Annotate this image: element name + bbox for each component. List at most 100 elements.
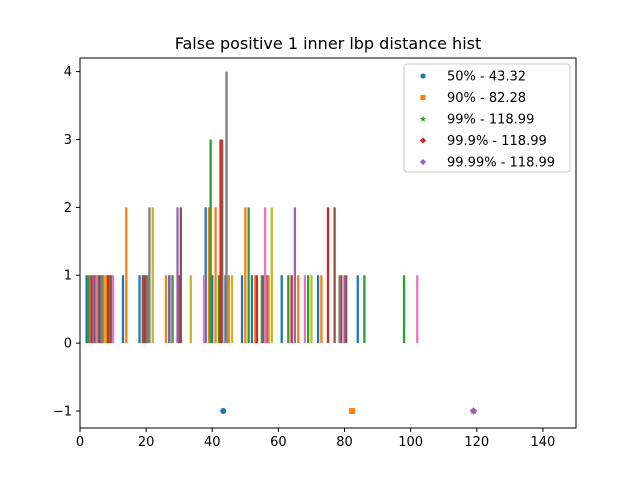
x-tick-label: 40 bbox=[204, 435, 221, 450]
threshold-marker bbox=[349, 408, 356, 415]
histogram-bar bbox=[267, 275, 270, 344]
histogram-bar bbox=[97, 275, 100, 344]
histogram-bar bbox=[141, 275, 144, 344]
y-tick-label: 0 bbox=[64, 337, 72, 352]
x-tick-label: 20 bbox=[138, 435, 155, 450]
histogram-bar bbox=[105, 275, 108, 344]
legend-marker bbox=[420, 94, 426, 101]
histogram-bar bbox=[144, 275, 148, 344]
axes-frame bbox=[79, 57, 577, 429]
legend-label: 99% - 118.99 bbox=[447, 113, 534, 128]
histogram-bar bbox=[244, 207, 247, 344]
histogram-bar bbox=[110, 275, 113, 344]
histogram-bar bbox=[179, 207, 183, 344]
threshold-marker bbox=[469, 407, 478, 415]
histogram-bar bbox=[297, 275, 300, 344]
y-tick-label: 4 bbox=[64, 65, 72, 80]
histogram-bar bbox=[280, 275, 283, 344]
histogram-bar bbox=[138, 275, 141, 344]
histogram-bar bbox=[209, 139, 212, 344]
histogram-bar bbox=[264, 207, 267, 344]
histogram-bar bbox=[217, 275, 221, 344]
histogram-bar bbox=[148, 207, 151, 344]
histogram-bar bbox=[106, 275, 110, 344]
y-tick-label: 3 bbox=[64, 133, 72, 148]
histogram-bar bbox=[88, 275, 92, 344]
histogram-bar bbox=[221, 139, 224, 344]
histogram-bar bbox=[270, 207, 273, 344]
histogram-bar bbox=[92, 275, 95, 344]
histogram-bar bbox=[340, 275, 343, 344]
histogram-bar bbox=[151, 207, 154, 344]
histogram-bar bbox=[87, 275, 90, 344]
legend-marker bbox=[419, 115, 427, 122]
histogram-bar bbox=[171, 275, 174, 344]
histogram-bar bbox=[320, 275, 323, 344]
histogram-bar bbox=[255, 275, 259, 344]
legend-label: 50% - 43.32 bbox=[447, 70, 526, 85]
histogram-bar bbox=[343, 275, 346, 344]
histogram-bar bbox=[93, 275, 97, 344]
histogram-bar bbox=[287, 275, 290, 344]
histogram-bar bbox=[416, 275, 419, 344]
histogram-bar bbox=[169, 275, 173, 344]
histogram-bar bbox=[265, 275, 268, 344]
histogram-bar bbox=[90, 275, 93, 344]
plot-area: 0 20 40 60 80 100 120 140 −1 0 1 2 3 4 bbox=[53, 57, 577, 450]
histogram-bar bbox=[111, 275, 115, 344]
legend-label: 99.99% - 118.99 bbox=[447, 156, 555, 171]
y-tick-label: 2 bbox=[64, 201, 72, 216]
histogram-bar bbox=[363, 275, 366, 344]
legend-label: 99.9% - 118.99 bbox=[447, 134, 547, 149]
x-tick-label: 60 bbox=[270, 435, 287, 450]
histogram-bar bbox=[108, 275, 111, 344]
histogram-bar bbox=[204, 207, 207, 344]
histogram-bar bbox=[247, 207, 250, 344]
histogram-bar bbox=[402, 275, 406, 344]
histogram-bar bbox=[310, 275, 313, 344]
histogram-bar bbox=[326, 207, 330, 344]
legend-marker bbox=[419, 158, 427, 166]
x-tick-label: 120 bbox=[464, 435, 489, 450]
histogram-bar bbox=[168, 275, 171, 344]
histogram-bar bbox=[338, 275, 341, 344]
histogram-bar bbox=[207, 207, 211, 344]
histogram-bar bbox=[214, 207, 217, 344]
histogram-bar bbox=[303, 275, 307, 344]
histogram-bar bbox=[290, 275, 293, 344]
legend-box bbox=[403, 63, 571, 173]
histogram-bar bbox=[143, 275, 146, 344]
legend-marker bbox=[419, 137, 427, 144]
histogram-bar bbox=[260, 275, 264, 344]
histogram-bar bbox=[121, 275, 125, 344]
histogram-bar bbox=[125, 207, 128, 344]
legend: 50% - 43.32 90% - 82.28 99% - 118.99 99.9% … bbox=[403, 63, 571, 173]
x-tick-label: 140 bbox=[531, 435, 556, 450]
threshold-marker bbox=[220, 408, 227, 415]
histogram-bar bbox=[98, 275, 101, 344]
histogram-bar bbox=[293, 207, 297, 344]
x-tick-label: 0 bbox=[76, 435, 84, 450]
x-tick-label: 100 bbox=[398, 435, 423, 450]
histogram-bar bbox=[189, 275, 192, 344]
histogram-bar bbox=[230, 275, 234, 344]
histogram-bar bbox=[101, 275, 104, 344]
histogram-bar bbox=[356, 275, 359, 344]
legend-marker bbox=[420, 73, 426, 79]
histogram-bar bbox=[176, 207, 179, 344]
x-tick-label: 80 bbox=[336, 435, 353, 450]
histogram-bar bbox=[85, 275, 88, 344]
y-tick-label: −1 bbox=[53, 405, 72, 420]
y-tick-label: 1 bbox=[64, 269, 72, 284]
histogram-bar bbox=[95, 275, 98, 344]
histogram-bar bbox=[211, 275, 214, 344]
histogram-bar bbox=[240, 275, 244, 344]
histogram-bar bbox=[202, 275, 206, 344]
histogram-bar bbox=[333, 207, 336, 344]
histogram-bar bbox=[225, 71, 228, 344]
histogram-bar bbox=[146, 275, 149, 344]
histogram-bar bbox=[178, 275, 181, 344]
histogram-bar bbox=[164, 275, 168, 344]
histogram-bar bbox=[316, 275, 320, 344]
